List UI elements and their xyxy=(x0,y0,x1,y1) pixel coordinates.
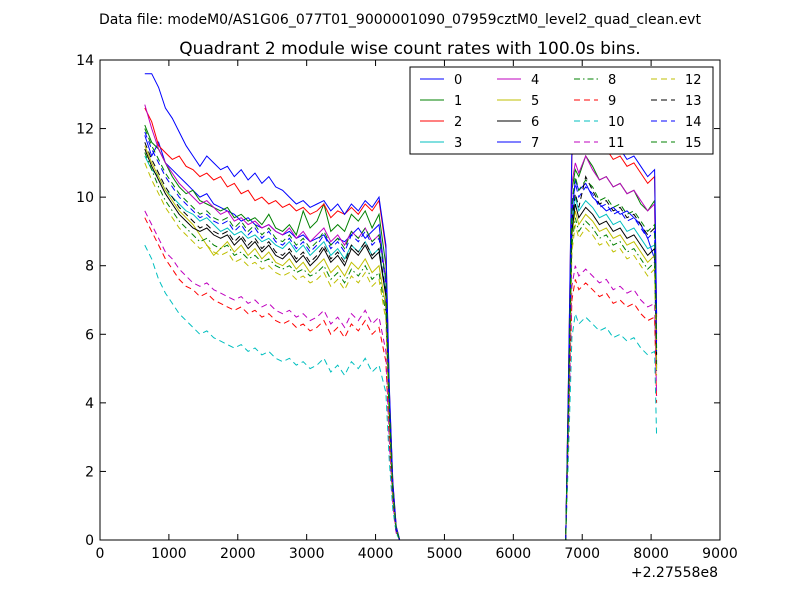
y-tick-label: 12 xyxy=(76,122,94,138)
x-axis: 0 1000 2000 3000 4000 5000 6000 7000 8000 9000 xyxy=(96,60,738,562)
legend-label-0: 0 xyxy=(454,73,462,88)
legend-label-8: 8 xyxy=(608,73,616,88)
legend-box xyxy=(409,66,714,155)
x-tick-label: 6000 xyxy=(496,546,532,562)
x-tick-label: 0 xyxy=(96,546,105,562)
x-tick-label: 1000 xyxy=(151,546,187,562)
series-line-8 xyxy=(144,152,658,541)
x-tick-label: 7000 xyxy=(564,546,600,562)
x-tick-label: 9000 xyxy=(702,546,738,562)
legend-label-13: 13 xyxy=(685,94,702,109)
legend-label-1: 1 xyxy=(454,94,462,109)
x-tick-label: 2000 xyxy=(220,546,256,562)
x-tick-label: 4000 xyxy=(358,546,394,562)
series-line-9 xyxy=(144,217,658,541)
legend-label-15: 15 xyxy=(685,136,702,151)
plot-frame xyxy=(99,59,721,541)
legend-label-14: 14 xyxy=(685,115,702,130)
figure-suptitle: Data file: modeM0/AS1G06_077T01_90000010… xyxy=(99,12,701,28)
x-axis-offset-label: +2.27558e8 xyxy=(631,565,718,581)
legend-label-9: 9 xyxy=(608,94,616,109)
series-line-12 xyxy=(144,162,658,541)
series-line-11 xyxy=(144,210,658,541)
y-tick-label: 0 xyxy=(85,533,94,549)
series-line-14 xyxy=(144,131,658,541)
x-tick-label: 5000 xyxy=(427,546,463,562)
y-tick-label: 2 xyxy=(85,464,94,480)
legend-label-6: 6 xyxy=(531,115,539,130)
y-tick-label: 6 xyxy=(85,327,94,343)
x-tick-label: 8000 xyxy=(633,546,669,562)
legend-label-7: 7 xyxy=(531,136,539,151)
y-tick-label: 4 xyxy=(85,396,94,412)
y-tick-label: 10 xyxy=(76,190,94,206)
series-line-13 xyxy=(144,142,658,541)
legend-label-11: 11 xyxy=(608,136,625,151)
series-line-15 xyxy=(144,128,658,541)
series-line-10 xyxy=(144,244,658,541)
series-layer xyxy=(144,73,658,541)
legend-label-2: 2 xyxy=(454,115,462,130)
legend-label-12: 12 xyxy=(685,73,702,88)
series-line-5 xyxy=(144,145,658,541)
legend-label-4: 4 xyxy=(531,73,539,88)
x-tick-label: 3000 xyxy=(289,546,325,562)
series-line-1 xyxy=(144,124,658,541)
y-tick-label: 14 xyxy=(76,53,94,69)
series-line-6 xyxy=(144,148,658,541)
legend-label-3: 3 xyxy=(454,136,462,151)
chart-title: Quadrant 2 module wise count rates with … xyxy=(179,39,640,59)
legend-label-5: 5 xyxy=(531,94,539,109)
legend-label-10: 10 xyxy=(608,115,625,130)
y-tick-label: 8 xyxy=(85,259,94,275)
